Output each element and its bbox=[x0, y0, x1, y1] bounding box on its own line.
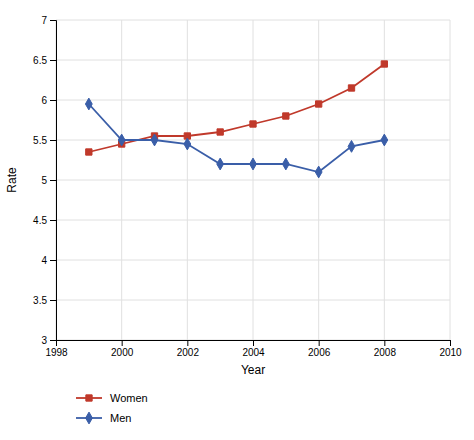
tick-label: 4 bbox=[41, 255, 47, 266]
grid-line-x bbox=[187, 20, 188, 340]
tick-mark bbox=[253, 340, 254, 346]
point bbox=[348, 141, 355, 153]
tick-mark bbox=[319, 340, 320, 346]
tick-label: 2010 bbox=[439, 347, 462, 358]
marks bbox=[85, 61, 387, 178]
tick-mark bbox=[50, 60, 56, 61]
tick: 2010 bbox=[439, 340, 462, 358]
tick-label: 5.5 bbox=[33, 135, 47, 146]
grid-line-x bbox=[121, 20, 122, 340]
page: {"chart_data": {"type": "line", "xlabel"… bbox=[0, 0, 474, 440]
point bbox=[316, 101, 322, 107]
tick: 2004 bbox=[242, 340, 265, 358]
tick-label: 2002 bbox=[177, 347, 200, 358]
point bbox=[250, 158, 257, 170]
tick-label: 3.5 bbox=[33, 295, 47, 306]
legend-item: Women bbox=[76, 392, 148, 404]
tick: 4 bbox=[41, 255, 56, 266]
chart: 1998 2000 2002 2004 2006 2008 2010 3 3.5 4 4.5 5 5.5… bbox=[0, 0, 474, 440]
legend-label: Women bbox=[110, 392, 148, 404]
point bbox=[217, 158, 224, 170]
tick-mark bbox=[50, 340, 56, 341]
tick-label: 7 bbox=[41, 15, 47, 26]
tick-label: 2000 bbox=[111, 347, 134, 358]
tick: 3.5 bbox=[33, 295, 56, 306]
tick: 6 bbox=[41, 95, 56, 106]
tick-mark bbox=[50, 300, 56, 301]
point bbox=[118, 134, 125, 146]
tick: 6.5 bbox=[33, 55, 56, 66]
tick-label: 5 bbox=[41, 175, 47, 186]
x-axis-title: Year bbox=[241, 363, 265, 377]
tick-label: 6.5 bbox=[33, 55, 47, 66]
y-axis-title: Rate bbox=[5, 167, 19, 193]
grid-line-x bbox=[253, 20, 254, 340]
grid-line-x bbox=[384, 20, 385, 340]
point bbox=[348, 85, 354, 91]
tick: 5.5 bbox=[33, 135, 56, 146]
grid-line-x bbox=[318, 20, 319, 340]
legend-label: Men bbox=[110, 412, 131, 424]
tick: 3 bbox=[41, 335, 56, 346]
tick-label: 1998 bbox=[45, 347, 68, 358]
tick-mark bbox=[122, 340, 123, 346]
tick-mark bbox=[50, 140, 56, 141]
tick-mark bbox=[50, 260, 56, 261]
x-axis: 1998 2000 2002 2004 2006 2008 2010 bbox=[45, 340, 462, 358]
tick: 2000 bbox=[111, 340, 134, 358]
point bbox=[217, 129, 223, 135]
tick: 1998 bbox=[45, 340, 68, 358]
tick-label: 6 bbox=[41, 95, 47, 106]
tick: 7 bbox=[41, 15, 56, 26]
legend-symbol bbox=[86, 395, 92, 401]
series-line bbox=[89, 104, 385, 172]
point bbox=[381, 134, 388, 146]
plot: 1998 2000 2002 2004 2006 2008 2010 3 3.5 4 4.5 5 5.5… bbox=[5, 15, 462, 424]
tick-label: 2008 bbox=[374, 347, 397, 358]
tick: 2006 bbox=[308, 340, 331, 358]
tick-mark bbox=[187, 340, 188, 346]
tick-label: 2006 bbox=[308, 347, 331, 358]
grid-line-x bbox=[450, 20, 451, 340]
tick-mark bbox=[50, 180, 56, 181]
axis-line bbox=[50, 21, 57, 341]
point bbox=[184, 138, 191, 150]
tick-mark bbox=[384, 340, 385, 346]
legend-symbol bbox=[86, 412, 93, 424]
y-axis: 3 3.5 4 4.5 5 5.5 6 6.5 7 bbox=[33, 15, 56, 346]
tick-mark bbox=[50, 220, 56, 221]
point bbox=[283, 113, 289, 119]
tick-label: 2004 bbox=[242, 347, 265, 358]
tick-mark bbox=[50, 100, 56, 101]
tick-mark bbox=[450, 340, 451, 346]
point bbox=[250, 121, 256, 127]
legend-item: Men bbox=[76, 412, 131, 424]
tick: 5 bbox=[41, 175, 56, 186]
point bbox=[151, 134, 158, 146]
point bbox=[85, 98, 92, 110]
series-line bbox=[89, 64, 385, 152]
point bbox=[282, 158, 289, 170]
axis-line bbox=[57, 341, 451, 347]
point bbox=[315, 166, 322, 178]
tick: 4.5 bbox=[33, 215, 56, 226]
tick-label: 4.5 bbox=[33, 215, 47, 226]
grid bbox=[56, 20, 450, 340]
tick: 2008 bbox=[374, 340, 397, 358]
legend: Women Men bbox=[76, 392, 148, 424]
point bbox=[86, 149, 92, 155]
tick-label: 3 bbox=[41, 335, 47, 346]
tick: 2002 bbox=[177, 340, 200, 358]
point bbox=[381, 61, 387, 67]
tick-mark bbox=[50, 20, 56, 21]
